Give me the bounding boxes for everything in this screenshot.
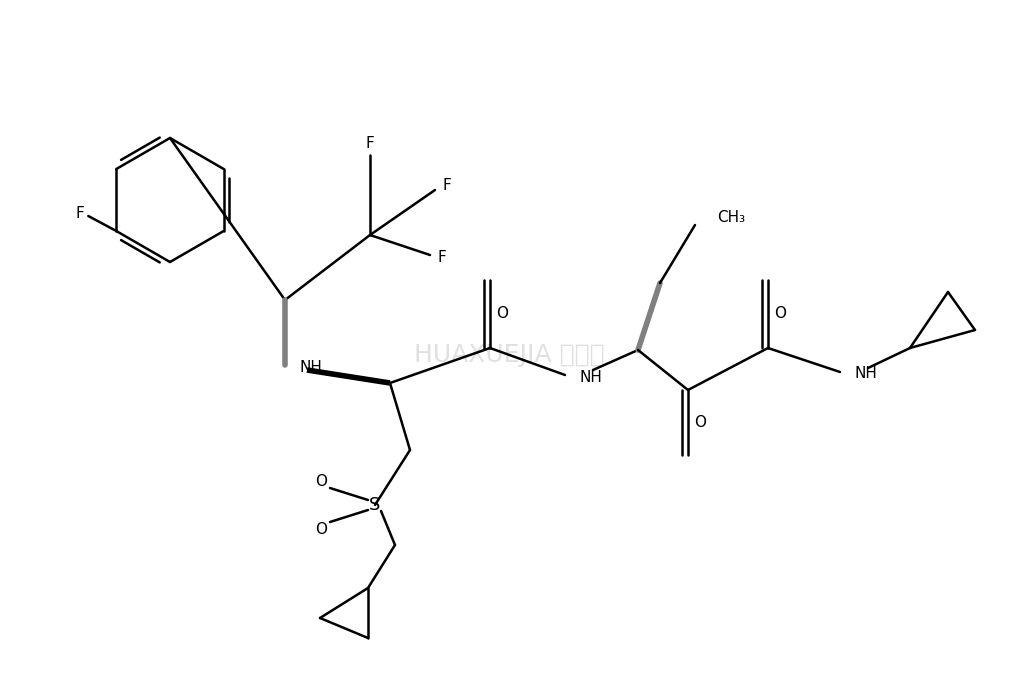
Text: CH₃: CH₃ [717, 210, 745, 225]
Text: O: O [315, 522, 327, 537]
Text: F: F [443, 178, 451, 193]
Text: O: O [694, 415, 706, 430]
Text: F: F [438, 249, 446, 264]
Text: NH: NH [580, 370, 603, 385]
Text: S: S [370, 496, 381, 514]
Text: O: O [774, 307, 786, 322]
Text: HUAXUEJIA 化学加: HUAXUEJIA 化学加 [413, 343, 605, 367]
Text: O: O [496, 307, 508, 322]
Text: NH: NH [855, 367, 878, 382]
Text: F: F [365, 135, 375, 150]
Text: NH: NH [300, 359, 323, 374]
Text: O: O [315, 473, 327, 488]
Text: F: F [76, 206, 84, 221]
